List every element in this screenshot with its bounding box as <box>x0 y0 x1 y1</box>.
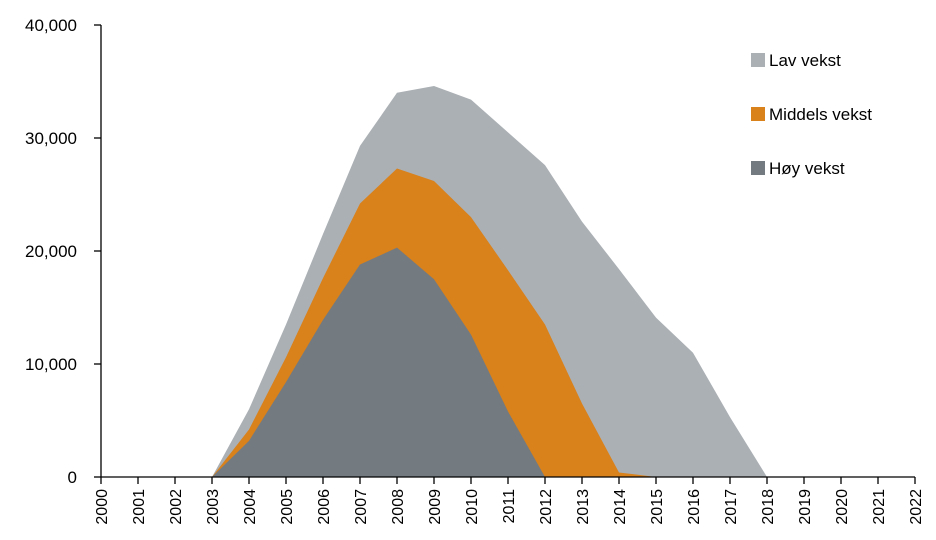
y-tick-label: 10,000 <box>25 355 77 374</box>
legend: Lav vekst Middels vekst Høy vekst <box>751 51 872 178</box>
y-tick-label: 20,000 <box>25 242 77 261</box>
x-tick-label: 2018 <box>760 489 777 525</box>
x-tick-label: 2015 <box>649 489 666 525</box>
x-tick-label: 2016 <box>686 489 703 525</box>
legend-label-middels-vekst: Middels vekst <box>769 105 872 124</box>
x-tick-label: 2008 <box>390 489 407 525</box>
x-tick-label: 2022 <box>908 489 925 525</box>
y-tick-label: 30,000 <box>25 129 77 148</box>
area-hoy-vekst <box>101 247 915 477</box>
legend-label-hoy-vekst: Høy vekst <box>769 159 845 178</box>
x-tick-label: 2019 <box>797 489 814 525</box>
x-tick-label: 2013 <box>575 489 592 525</box>
x-tick-label: 2009 <box>427 489 444 525</box>
y-tick-label: 40,000 <box>25 16 77 35</box>
x-tick-label: 2014 <box>612 489 629 525</box>
legend-label-lav-vekst: Lav vekst <box>769 51 841 70</box>
x-tick-label: 2020 <box>834 489 851 525</box>
y-tick-label: 0 <box>68 468 77 487</box>
x-tick-label: 2001 <box>131 489 148 525</box>
x-tick-label: 2017 <box>723 489 740 525</box>
x-tick-label: 2007 <box>353 489 370 525</box>
legend-swatch-hoy-vekst <box>751 161 765 175</box>
x-tick-label: 2010 <box>464 489 481 525</box>
x-tick-label: 2005 <box>279 489 296 525</box>
x-tick-label: 2011 <box>501 489 518 524</box>
x-tick-label: 2021 <box>871 489 888 525</box>
y-axis-ticks: 0 10,000 20,000 30,000 40,000 <box>25 16 101 487</box>
series-areas <box>101 86 915 478</box>
x-axis-ticks: 2000 2001 2002 2003 2004 2005 2006 2007 2008 2009… <box>94 477 925 525</box>
x-tick-label: 2004 <box>242 489 259 525</box>
x-tick-label: 2002 <box>168 489 185 525</box>
x-tick-label: 2006 <box>316 489 333 525</box>
legend-swatch-middels-vekst <box>751 107 765 121</box>
x-tick-label: 2003 <box>205 489 222 525</box>
x-tick-label: 2012 <box>538 489 555 525</box>
legend-swatch-lav-vekst <box>751 53 765 67</box>
x-tick-label: 2000 <box>94 489 111 525</box>
